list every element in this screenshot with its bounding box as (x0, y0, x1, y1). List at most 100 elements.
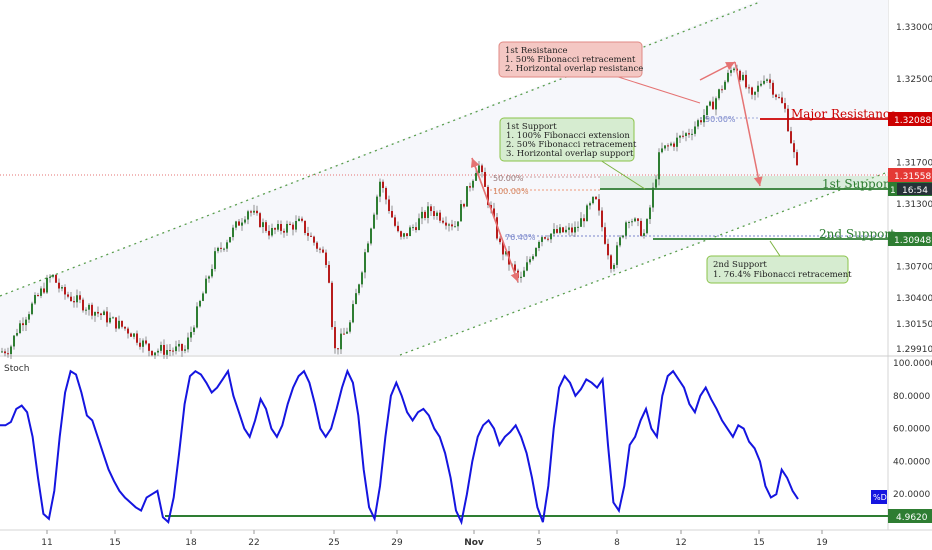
candle-body (745, 74, 747, 88)
stoch-series-badge-text: %D (873, 493, 887, 502)
time-tick-label: 12 (675, 538, 686, 548)
candle-body (796, 152, 798, 166)
candle-body (535, 248, 537, 257)
candle-body (142, 340, 144, 347)
candle-body (466, 186, 468, 207)
candle-body (520, 276, 522, 278)
support1-callout-line (599, 159, 646, 190)
candle-body (433, 211, 435, 216)
candle-body (172, 350, 174, 352)
time-tick-label: 8 (614, 538, 620, 548)
candle-body (313, 236, 315, 243)
candle-body (7, 353, 9, 355)
candle-body (400, 231, 402, 237)
candle-body (322, 249, 324, 253)
candle-body (583, 218, 585, 222)
candle-body (130, 333, 132, 337)
candle-body (706, 105, 708, 116)
support2-price-tag (888, 232, 932, 246)
candle-body (316, 242, 318, 249)
candle-body (148, 343, 150, 351)
resistance-line-1: 1. 50% Fibonacci retracement (505, 55, 636, 65)
candle-body (226, 242, 228, 249)
candle-body (49, 276, 51, 278)
candle-body (202, 293, 204, 301)
candle-body (61, 287, 63, 289)
candle-body (697, 120, 699, 127)
candle-body (403, 233, 405, 237)
candle-body (160, 344, 162, 351)
candle-body (310, 235, 312, 237)
candle-body (337, 348, 339, 350)
candle-body (25, 319, 27, 326)
candle-body (748, 87, 750, 89)
rise-arrow (699, 61, 736, 81)
candle-body (679, 135, 681, 138)
candle-body (181, 343, 183, 351)
candle-body (559, 227, 561, 233)
time-tick-label: 15 (109, 538, 120, 548)
candle-body (46, 277, 48, 293)
fib-50-right-label: 50.00% (705, 115, 736, 124)
candle-body (373, 214, 375, 229)
expected-drop-arrow (734, 61, 763, 187)
candle-body (55, 274, 57, 283)
candle-body (88, 304, 90, 310)
candle-body (100, 313, 102, 316)
candle-body (412, 227, 414, 229)
candle-body (793, 143, 795, 153)
candle-body (121, 320, 123, 327)
candle-body (652, 187, 654, 208)
support2-callout-line (769, 240, 781, 257)
candle-body (247, 211, 249, 220)
candle-body (277, 224, 279, 230)
candle-body (133, 333, 135, 337)
candle-body (571, 227, 573, 233)
candle-body (22, 323, 24, 326)
candle-body (715, 98, 717, 110)
candle-body (406, 233, 408, 237)
candle-body (292, 224, 294, 230)
resistance-title: 1st Resistance (505, 46, 568, 56)
candle-body (712, 101, 714, 110)
candle-body (289, 223, 291, 225)
candle-body (349, 322, 351, 332)
candle-body (382, 181, 384, 188)
major-resistance-label: Major Resistance (791, 107, 897, 121)
candle-body (598, 199, 600, 211)
candle-body (529, 259, 531, 263)
candle-body (463, 204, 465, 207)
candle-body (94, 311, 96, 316)
candle-body (244, 219, 246, 223)
candle-body (139, 342, 141, 347)
time-tick-label: 11 (41, 538, 52, 548)
channel-fill (0, 0, 888, 355)
candle-body (556, 229, 558, 233)
countdown-prefix: 1 (890, 186, 896, 196)
support1-line-3: 3. Horizontal overlap support (506, 149, 634, 159)
time-tick-label: 15 (753, 538, 764, 548)
candle-body (613, 264, 615, 269)
candle-body (91, 304, 93, 316)
price-tick-label: 1.32500 (896, 75, 932, 85)
candle-body (211, 268, 213, 277)
candle-body (64, 287, 66, 295)
candle-body (178, 343, 180, 347)
candle-body (733, 68, 735, 71)
last-price-tag (888, 168, 932, 182)
candle-body (232, 227, 234, 238)
candle-body (607, 243, 609, 256)
candle-body (217, 247, 219, 252)
candle-body (565, 229, 567, 233)
candle-body (481, 165, 483, 173)
fib-76-label: 76.40% (505, 233, 536, 242)
candle-body (208, 276, 210, 279)
second-support-label: 2nd Support (819, 227, 895, 241)
candle-body (331, 282, 333, 328)
candle-body (31, 303, 33, 315)
candle-body (475, 173, 477, 181)
support2-title: 2nd Support (713, 260, 767, 270)
candle-body (85, 309, 87, 311)
candle-body (580, 218, 582, 227)
